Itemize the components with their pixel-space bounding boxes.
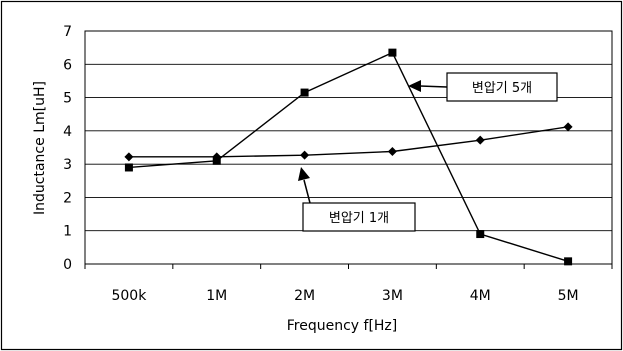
y-tick-labels: 0 1 2 3 4 5 6 7 bbox=[63, 24, 72, 273]
x-tick-label: 2M bbox=[294, 288, 315, 304]
callout-5-transformers: 변압기 5개 bbox=[408, 72, 558, 102]
series-group bbox=[124, 48, 573, 266]
y-tick-label: 4 bbox=[63, 124, 72, 140]
data-point-diamond bbox=[387, 146, 397, 156]
data-point-square bbox=[476, 230, 485, 239]
callout-label: 변압기 5개 bbox=[472, 81, 532, 96]
data-point-square bbox=[388, 48, 397, 57]
data-point-diamond bbox=[124, 152, 134, 162]
callout-1-transformer: 변압기 1개 bbox=[298, 167, 416, 232]
x-tick-labels: 500k 1M 2M 3M 4M 5M bbox=[111, 288, 578, 304]
data-point-diamond bbox=[300, 150, 310, 160]
y-tick-label: 7 bbox=[63, 24, 72, 40]
series-line-1 bbox=[128, 126, 569, 158]
x-tick-label: 4M bbox=[470, 288, 491, 304]
callout-box bbox=[302, 202, 416, 232]
callout-label: 변압기 1개 bbox=[329, 211, 389, 226]
data-point-square bbox=[564, 257, 573, 266]
data-point-square bbox=[212, 156, 221, 165]
callout-arrowhead bbox=[298, 167, 310, 181]
y-tick-label: 0 bbox=[63, 257, 72, 273]
series-line-2 bbox=[128, 51, 569, 263]
callout-arrow bbox=[419, 85, 448, 88]
callout-arrow bbox=[303, 179, 311, 204]
data-point-diamond bbox=[475, 135, 485, 145]
data-point-square bbox=[300, 88, 309, 97]
x-tick-label: 500k bbox=[111, 288, 147, 304]
y-tick-label: 6 bbox=[63, 57, 72, 73]
x-tick-label: 5M bbox=[558, 288, 579, 304]
x-axis-title: Frequency f[Hz] bbox=[287, 318, 398, 334]
x-tick-label: 3M bbox=[382, 288, 403, 304]
callout-box bbox=[446, 72, 558, 102]
y-tick-label: 2 bbox=[63, 190, 72, 206]
y-tick-label: 1 bbox=[63, 224, 72, 240]
y-tick-label: 5 bbox=[63, 91, 72, 107]
data-point-diamond bbox=[563, 122, 573, 132]
y-tick-label: 3 bbox=[63, 157, 72, 173]
data-point-square bbox=[124, 163, 133, 172]
callout-arrowhead bbox=[408, 80, 421, 92]
y-axis-title: Inductance Lm[uH] bbox=[32, 81, 48, 215]
x-tick-label: 1M bbox=[206, 288, 227, 304]
